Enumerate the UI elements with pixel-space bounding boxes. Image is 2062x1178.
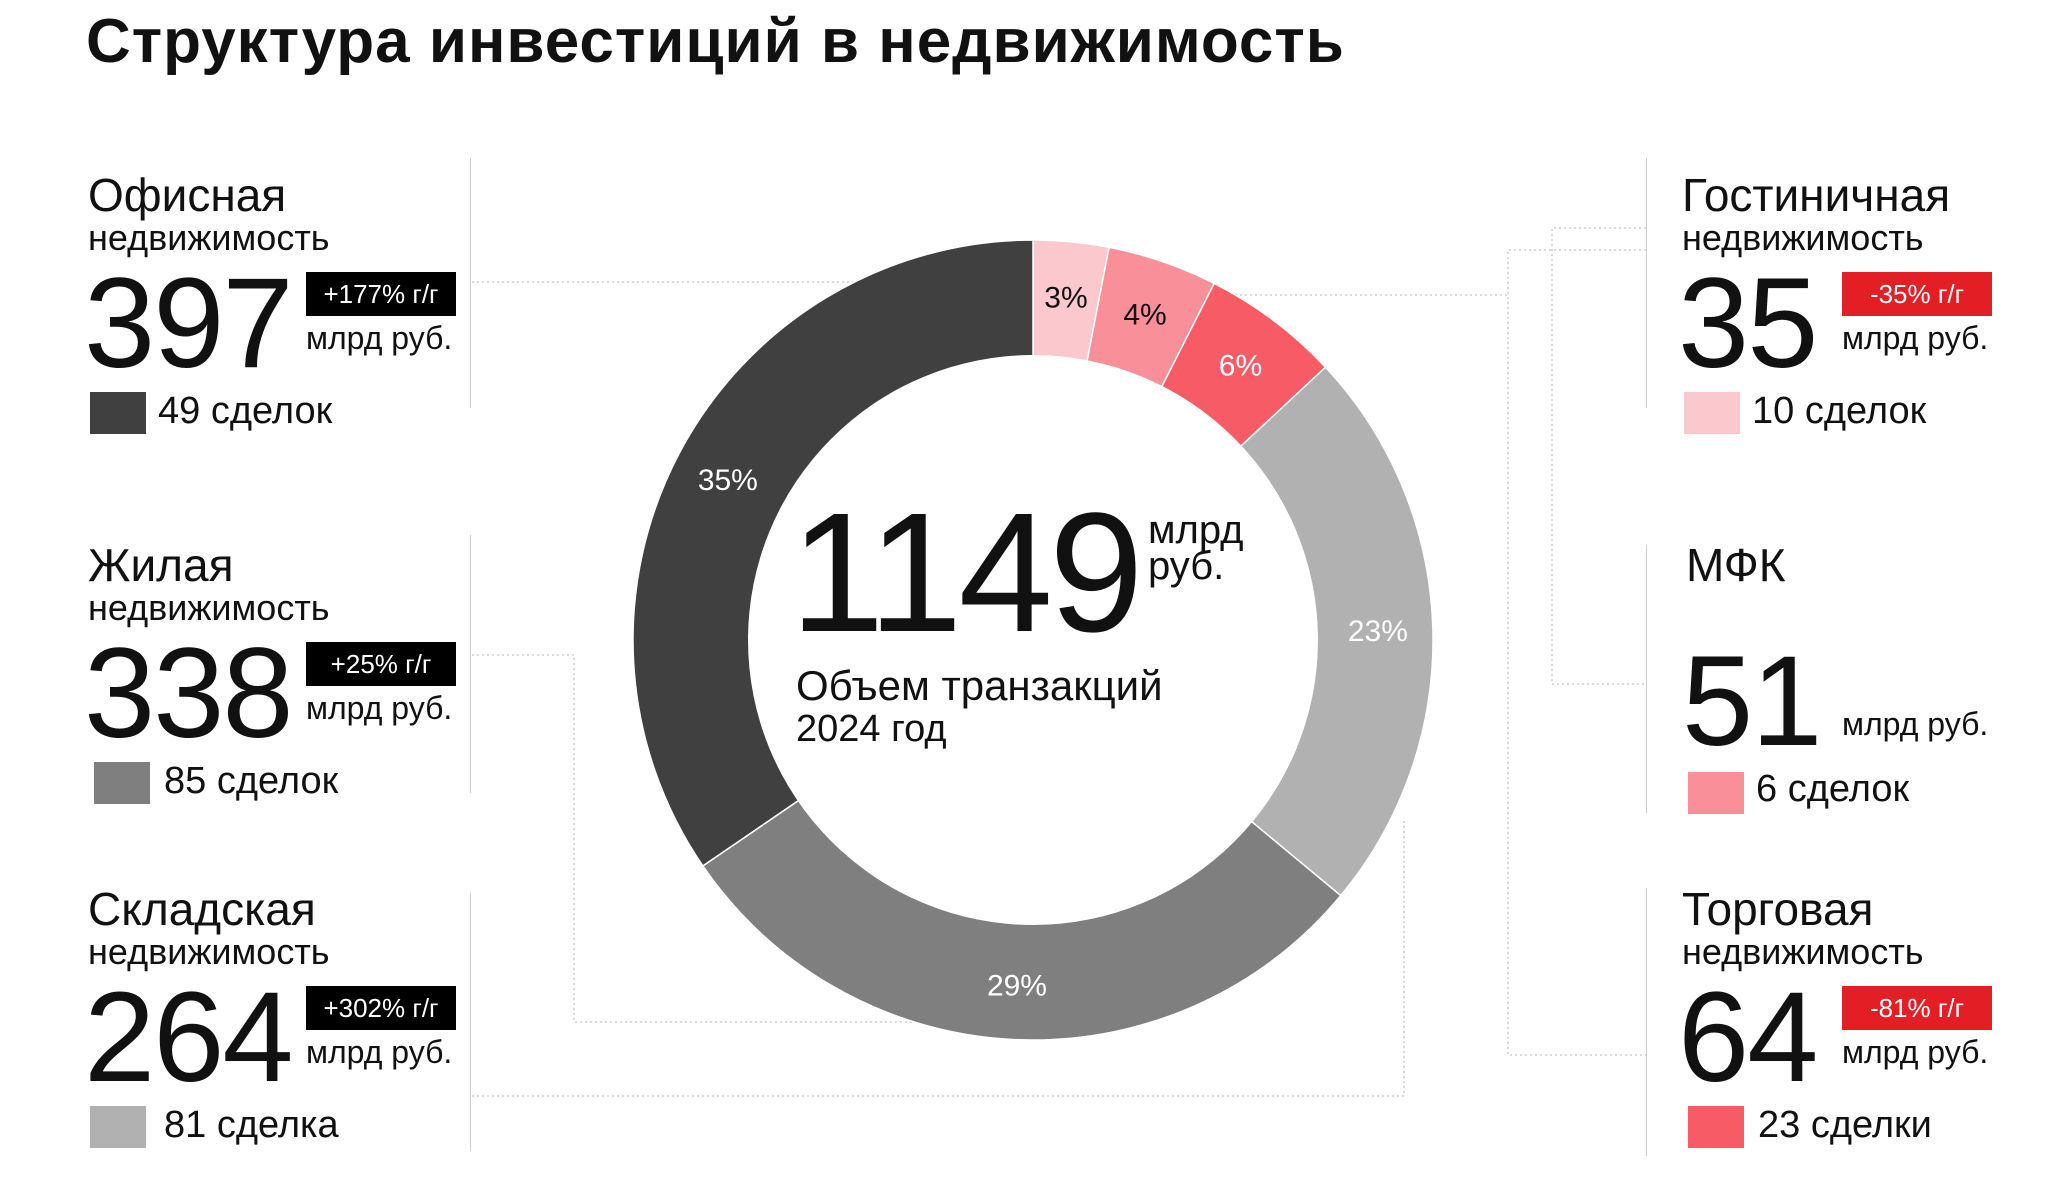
divider-warehouse	[470, 893, 471, 1151]
divider-office	[470, 158, 471, 408]
segment-name: Торговая	[1682, 883, 1874, 935]
segment-sub: недвижимость	[88, 587, 330, 628]
segment-unit: млрд руб.	[306, 1034, 453, 1070]
slice-label: 23%	[1348, 615, 1408, 648]
connector-line	[472, 820, 1405, 1097]
segment-sub: недвижимость	[1682, 217, 1924, 258]
connector-line	[1551, 227, 1646, 685]
panel-hotel: Гостиничная недвижимость 35 -35% г/г млр…	[1678, 169, 2062, 434]
page-title: Структура инвестиций в недвижимость	[86, 7, 1345, 76]
total-unit-line1: млрд	[1148, 508, 1244, 552]
segment-unit: млрд руб.	[1842, 320, 1989, 356]
segment-value: 64	[1678, 966, 1818, 1109]
segment-value: 35	[1678, 252, 1818, 395]
total-unit: млрд руб.	[1148, 508, 1244, 588]
segment-sub: недвижимость	[88, 931, 330, 972]
deals-count: 10 сделок	[1752, 390, 1927, 432]
segment-unit: млрд руб.	[1842, 706, 1989, 742]
legend-swatch	[1688, 772, 1744, 814]
divider-mfc	[1646, 545, 1647, 813]
yoy-badge: +177% г/г	[306, 272, 456, 316]
segment-value: 51	[1682, 630, 1822, 773]
segment-unit: млрд руб.	[1842, 1034, 1989, 1070]
segment-unit: млрд руб.	[306, 690, 453, 726]
legend-swatch	[94, 762, 150, 804]
segment-value: 264	[84, 966, 294, 1109]
yoy-badge: -35% г/г	[1842, 272, 1992, 316]
slice-labels: 3% 4% 6% 23% 29% 35%	[698, 282, 1408, 1003]
deals-count: 23 сделки	[1758, 1104, 1932, 1146]
connector-line	[472, 654, 1030, 1023]
divider-residential	[470, 535, 471, 793]
slice-label: 4%	[1123, 299, 1166, 332]
segment-value: 397	[84, 252, 294, 395]
slice-label: 6%	[1219, 349, 1262, 382]
yoy-badge: -81% г/г	[1842, 986, 1992, 1030]
segment-name: МФК	[1686, 539, 1786, 591]
panel-residential: Жилая недвижимость 338 +25% г/г млрд руб…	[84, 539, 508, 804]
slice-label: 29%	[987, 970, 1047, 1003]
legend-swatch	[90, 1106, 146, 1148]
total-value: 1149	[790, 478, 1144, 668]
segment-name: Офисная	[88, 169, 287, 221]
deals-count: 49 сделок	[158, 390, 333, 432]
slice-label: 35%	[698, 464, 758, 497]
connector-line	[1507, 249, 1646, 1056]
total-unit-line2: руб.	[1148, 544, 1225, 588]
panel-retail: Торговая недвижимость 64 -81% г/г млрд р…	[1678, 883, 2062, 1148]
segment-value: 338	[84, 622, 294, 765]
donut-hole	[748, 355, 1318, 925]
deals-count: 6 сделок	[1756, 768, 1910, 810]
segment-name: Складская	[88, 883, 316, 935]
segment-sub: недвижимость	[1682, 931, 1924, 972]
divider-hotel	[1646, 158, 1647, 408]
segment-name: Жилая	[88, 539, 234, 591]
segment-name: Гостиничная	[1682, 169, 1951, 221]
segment-unit: млрд руб.	[306, 320, 453, 356]
yoy-badge: +302% г/г	[306, 986, 456, 1030]
yoy-badge: +25% г/г	[306, 642, 456, 686]
legend-swatch	[90, 392, 146, 434]
segment-sub: недвижимость	[88, 217, 330, 258]
deals-count: 81 сделка	[164, 1104, 339, 1146]
legend-swatch	[1688, 1106, 1744, 1148]
slice-label: 3%	[1044, 282, 1087, 315]
panel-office: Офисная недвижимость 397 +177% г/г млрд …	[84, 169, 508, 434]
total-label: Объем транзакций	[796, 662, 1163, 709]
total-year: 2024 год	[796, 708, 947, 750]
deals-count: 85 сделок	[164, 760, 339, 802]
panel-warehouse: Складская недвижимость 264 +302% г/г млр…	[84, 883, 508, 1148]
panel-mfc: МФК 51 млрд руб. 6 сделок	[1682, 539, 2062, 814]
legend-swatch	[1684, 392, 1740, 434]
divider-retail	[1646, 888, 1647, 1156]
